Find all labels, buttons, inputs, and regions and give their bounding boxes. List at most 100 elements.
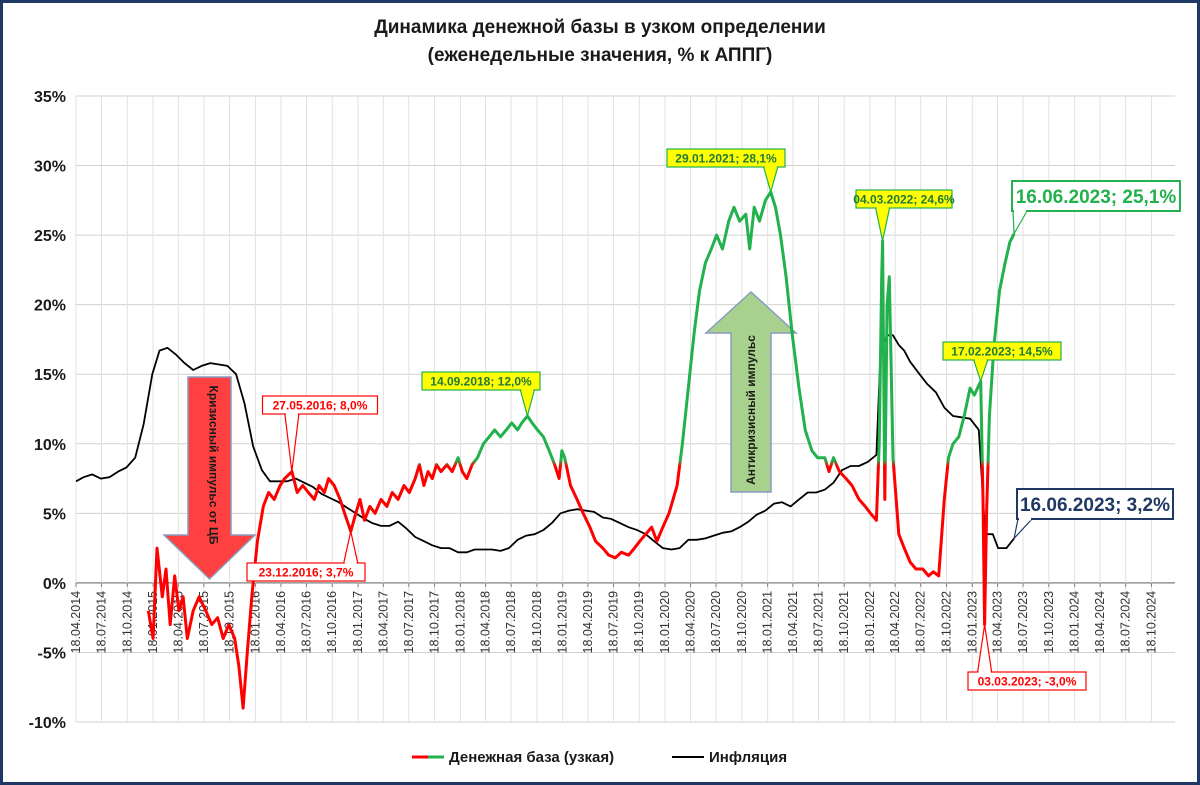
up-arrow-label: Антикризисный импульс	[744, 335, 758, 485]
callout-label: 14.09.2018; 12,0%	[430, 375, 532, 389]
callout-box	[855, 189, 953, 209]
x-tick-label: 18.10.2022	[940, 591, 954, 654]
x-tick-label: 18.04.2022	[888, 591, 902, 654]
x-tick-label: 18.01.2021	[761, 591, 775, 654]
y-tick-label: 15%	[34, 367, 66, 384]
y-axis-ticks: 35% 30% 25% 20% 15% 10% 5% 0% -5% -10%	[29, 89, 66, 732]
x-tick-label: 18.01.2018	[453, 591, 467, 654]
callout-box	[967, 671, 1087, 691]
y-tick-label: 20%	[34, 298, 66, 315]
x-tick-label: 18.01.2017	[351, 591, 365, 654]
callout-label: 16.06.2023; 3,2%	[1020, 495, 1170, 516]
x-tick-label: 18.07.2017	[402, 591, 416, 654]
callout-pointer	[874, 207, 891, 241]
callout-pointer	[284, 413, 300, 472]
callout-joint	[974, 358, 987, 362]
annotations: 27.05.2016; 8,0% 23.12.2016; 3,7% 14.09.20…	[246, 148, 1181, 691]
up-arrow	[704, 290, 798, 493]
annotation-callout: 27.05.2016; 8,0%	[261, 395, 379, 472]
y-tick-label: -5%	[38, 645, 66, 662]
callout-joint	[1019, 517, 1031, 521]
callout-label: 29.01.2021; 28,1%	[675, 152, 777, 166]
x-tick-label: 18.04.2020	[684, 591, 698, 654]
x-tick-label: 18.04.2019	[581, 591, 595, 654]
x-tick-label: 18.07.2015	[197, 591, 211, 654]
annotation-callout: 16.06.2023; 3,2%	[1013, 488, 1174, 541]
x-tick-label: 18.04.2015	[171, 591, 185, 654]
x-tick-label: 18.07.2014	[95, 591, 109, 654]
legend-label-monetary-base: Денежная база (узкая)	[449, 749, 614, 766]
annotation-callout: 17.02.2023; 14,5%	[942, 341, 1062, 384]
x-tick-label: 18.01.2022	[863, 591, 877, 654]
callout-joint	[285, 412, 298, 416]
x-tick-label: 18.04.2023	[991, 591, 1005, 654]
legend-label-inflation: Инфляция	[709, 749, 787, 766]
annotation-callout: 16.06.2023; 25,1%	[1011, 180, 1181, 236]
annotation-callout: 03.03.2023; -3,0%	[967, 624, 1087, 691]
x-tick-label: 18.01.2024	[1068, 591, 1082, 654]
x-tick-label: 18.07.2020	[709, 591, 723, 654]
callout-joint	[521, 388, 534, 392]
callout-joint	[1014, 209, 1026, 213]
chart-title: Динамика денежной базы в узком определен…	[374, 17, 826, 38]
gridlines	[75, 95, 1175, 723]
x-axis-ticks: 18.04.2014 18.07.2014 18.10.2014 18.01.2015…	[69, 591, 1158, 654]
legend: Денежная база (узкая) Инфляция	[412, 749, 787, 766]
callout-label: 23.12.2016; 3,7%	[259, 566, 354, 580]
callout-box	[246, 562, 366, 582]
callout-joint	[978, 670, 991, 674]
callout-joint	[344, 561, 357, 565]
annotation-callout: 29.01.2021; 28,1%	[666, 148, 786, 195]
x-tick-label: 18.10.2016	[325, 591, 339, 654]
x-tick-label: 18.01.2020	[658, 591, 672, 654]
down-arrow-label: Кризисный импульс от ЦБ	[207, 386, 221, 545]
x-tick-label: 18.10.2018	[530, 591, 544, 654]
callout-label: 03.03.2023; -3,0%	[978, 675, 1077, 689]
x-tick-label: 18.01.2019	[556, 591, 570, 654]
x-tick-label: 18.10.2020	[735, 591, 749, 654]
x-tick-label: 18.10.2021	[837, 591, 851, 654]
callout-label: 27.05.2016; 8,0%	[273, 399, 368, 413]
x-tick-label: 18.07.2018	[504, 591, 518, 654]
x-tick-label: 18.07.2021	[811, 591, 825, 654]
y-tick-label: 35%	[34, 89, 66, 106]
x-tick-label: 18.07.2022	[914, 591, 928, 654]
x-tick-label: 18.04.2018	[479, 591, 493, 654]
callout-pointer	[972, 359, 989, 384]
callout-box	[666, 148, 786, 168]
x-tick-label: 18.04.2016	[274, 591, 288, 654]
x-tick-label: 18.01.2023	[965, 591, 979, 654]
y-tick-label: 30%	[34, 159, 66, 176]
callout-label: 16.06.2023; 25,1%	[1016, 187, 1177, 208]
callout-pointer	[519, 389, 536, 419]
callout-pointer	[1012, 210, 1029, 236]
annotation-callout: 23.12.2016; 3,7%	[246, 531, 366, 582]
chart-subtitle: (еженедельные значения, % к АППГ)	[427, 45, 773, 66]
x-tick-label: 18.04.2021	[786, 591, 800, 654]
y-tick-label: 5%	[43, 506, 66, 523]
x-tick-label: 18.07.2016	[299, 591, 313, 654]
callout-joint	[876, 206, 889, 210]
series-line-monetary-base	[146, 190, 1016, 710]
y-tick-label: 25%	[34, 228, 66, 245]
annotation-callout: 04.03.2022; 24,6%	[853, 189, 955, 241]
callout-box	[1016, 488, 1174, 520]
callout-box	[942, 341, 1062, 361]
x-tick-label: 18.04.2017	[376, 591, 390, 654]
annotation-callout: 14.09.2018; 12,0%	[421, 371, 541, 419]
x-tick-label: 18.07.2023	[1016, 591, 1030, 654]
callout-box	[421, 371, 541, 391]
x-tick-label: 18.10.2023	[1042, 591, 1056, 654]
x-tick-label: 18.04.2014	[69, 591, 83, 654]
series-lines	[75, 190, 1016, 710]
callout-label: 04.03.2022; 24,6%	[853, 193, 955, 207]
down-arrow	[162, 376, 257, 581]
x-tick-label: 18.10.2014	[120, 591, 134, 654]
x-tick-label: 18.07.2019	[606, 591, 620, 654]
impulse-arrows: Кризисный импульс от ЦБ Антикризисный имп…	[162, 290, 798, 581]
x-tick-label: 18.04.2024	[1093, 591, 1107, 654]
callout-joint	[764, 165, 777, 169]
callout-pointer	[343, 531, 359, 564]
x-tick-label: 18.07.2024	[1119, 591, 1133, 654]
